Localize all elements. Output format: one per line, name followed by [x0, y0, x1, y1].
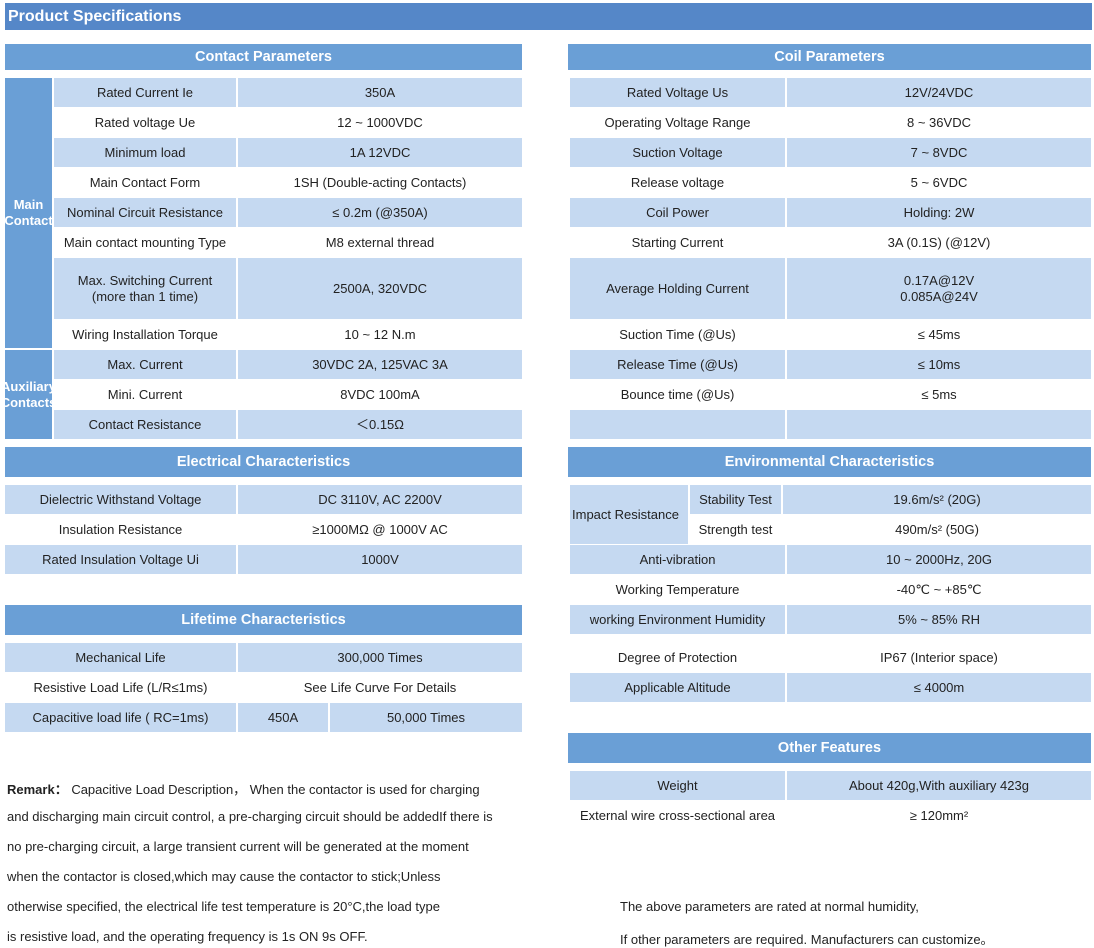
param-label: Bounce time (@Us) [620, 386, 735, 402]
param-label: Applicable Altitude [570, 673, 785, 702]
param-value: 5% ~ 85% RH [787, 605, 1091, 634]
note-line: If other parameters are required. Manufa… [620, 932, 994, 947]
section-header-other: Other Features [568, 733, 1091, 763]
section-header-electrical: Electrical Characteristics [5, 447, 522, 477]
param-label: Max. Switching Current (more than 1 time… [54, 258, 236, 319]
param-label: Mechanical Life [5, 643, 236, 672]
param-value: -40℃ ~ +85℃ [896, 581, 982, 597]
page-title: Product Specifications [5, 3, 1092, 30]
param-value: 8VDC 100mA [340, 386, 420, 402]
param-label: Capacitive load life ( RC=1ms) [5, 703, 236, 732]
param-value: 1SH (Double-acting Contacts) [293, 174, 467, 190]
remark-line: when the contactor is closed,which may c… [7, 869, 441, 884]
param-label: Rated Insulation Voltage Ui [5, 545, 236, 574]
section-header-lifetime: Lifetime Characteristics [5, 605, 522, 635]
param-value: 5 ~ 6VDC [910, 174, 968, 190]
param-label: Contact Resistance [54, 410, 236, 439]
param-value: ≤ 4000m [787, 673, 1091, 702]
param-value: 450A [238, 703, 328, 732]
param-label: Anti-vibration [570, 545, 785, 574]
param-label: Rated Voltage Us [570, 78, 785, 107]
param-value: 10 ~ 2000Hz, 20G [787, 545, 1091, 574]
remark-line: is resistive load, and the operating fre… [7, 929, 368, 944]
param-value: 8 ~ 36VDC [907, 114, 971, 130]
param-sublabel: Stability Test [690, 485, 781, 514]
param-value: 12V/24VDC [787, 78, 1091, 107]
param-value: 0.17A@12V 0.085A@24V [787, 258, 1091, 319]
param-value: 300,000 Times [238, 643, 522, 672]
param-label: Suction Time (@Us) [619, 326, 736, 342]
param-label: Wiring Installation Torque [72, 326, 218, 342]
param-value: 350A [238, 78, 522, 107]
section-header-contact: Contact Parameters [5, 44, 522, 70]
param-value: 30VDC 2A, 125VAC 3A [238, 350, 522, 379]
remark-line: no pre-charging circuit, a large transie… [7, 839, 469, 854]
param-value: About 420g,With auxiliary 423g [787, 771, 1091, 800]
param-value: ＜0.15Ω [238, 410, 522, 439]
param-value: ≤ 45ms [917, 326, 961, 342]
param-label: Impact Resistance [570, 485, 688, 544]
param-label: Weight [570, 771, 785, 800]
param-label: Starting Current [631, 234, 724, 250]
param-value: 7 ~ 8VDC [787, 138, 1091, 167]
param-sublabel: Strength test [698, 521, 773, 537]
param-label: Coil Power [570, 198, 785, 227]
param-value [787, 410, 1091, 439]
param-value: See Life Curve For Details [303, 679, 457, 695]
param-label: Main contact mounting Type [63, 234, 227, 250]
side-label-main-contact: Main Contact [4, 78, 53, 348]
param-label: Working Temperature [615, 581, 740, 597]
param-label: Insulation Resistance [58, 521, 183, 537]
param-label: Suction Voltage [570, 138, 785, 167]
param-label: Minimum load [54, 138, 236, 167]
param-label: Mini. Current [107, 386, 183, 402]
section-header-coil: Coil Parameters [568, 44, 1091, 70]
param-label: Main Contact Form [89, 174, 201, 190]
param-value: 19.6m/s² (20G) [783, 485, 1091, 514]
param-value: 50,000 Times [330, 703, 522, 732]
param-value: DC 3110V, AC 2200V [238, 485, 522, 514]
param-label: Rated Current Ie [54, 78, 236, 107]
note-line: The above parameters are rated at normal… [620, 899, 919, 914]
param-value: ≤ 5ms [921, 386, 957, 402]
param-value: IP67 (Interior space) [880, 649, 998, 665]
param-label: working Environment Humidity [570, 605, 785, 634]
param-value: ≥1000MΩ @ 1000V AC [312, 521, 448, 537]
param-label: Rated voltage Ue [94, 114, 196, 130]
remark-line: Remark： Capacitive Load Description， Whe… [7, 782, 480, 797]
side-label-auxiliary-contacts: Auxiliary Contacts [1, 350, 56, 439]
param-label: Resistive Load Life (L/R≤1ms) [33, 679, 208, 695]
param-value: 3A (0.1S) (@12V) [887, 234, 991, 250]
section-header-environmental: Environmental Characteristics [568, 447, 1091, 477]
param-value: 2500A, 320VDC [238, 258, 522, 319]
param-label: External wire cross-sectional area [579, 807, 776, 823]
param-value: 10 ~ 12 N.m [344, 326, 416, 342]
param-value: 1A 12VDC [238, 138, 522, 167]
param-value: Holding: 2W [787, 198, 1091, 227]
param-label [570, 410, 785, 439]
remark-line: otherwise specified, the electrical life… [7, 899, 440, 914]
param-label: Nominal Circuit Resistance [54, 198, 236, 227]
param-label: Dielectric Withstand Voltage [5, 485, 236, 514]
remark-label: Remark： [7, 782, 68, 797]
param-label: Average Holding Current [570, 258, 785, 319]
param-value: 490m/s² (50G) [895, 521, 979, 537]
param-value: ≤ 0.2m (@350A) [238, 198, 522, 227]
param-value: 12 ~ 1000VDC [337, 114, 423, 130]
param-value: 1000V [238, 545, 522, 574]
param-label: Release Time (@Us) [570, 350, 785, 379]
param-value: ≥ 120mm² [909, 807, 969, 823]
param-value: M8 external thread [325, 234, 435, 250]
remark-line: and discharging main circuit control, a … [7, 809, 493, 824]
param-label: Operating Voltage Range [604, 114, 751, 130]
param-label: Max. Current [54, 350, 236, 379]
param-value: ≤ 10ms [787, 350, 1091, 379]
param-label: Release voltage [630, 174, 725, 190]
param-label: Degree of Protection [617, 649, 738, 665]
